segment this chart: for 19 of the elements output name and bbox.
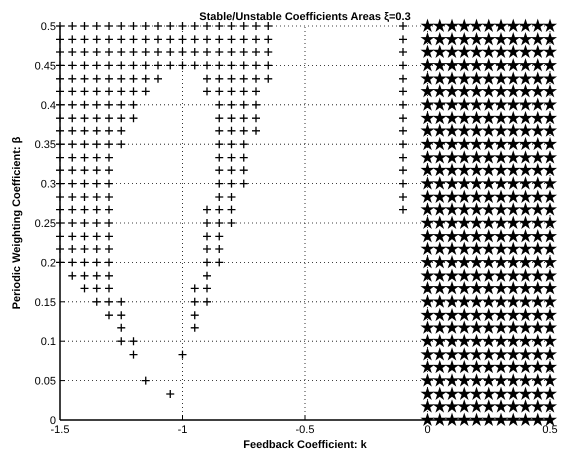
- x-tick-label: 0: [424, 424, 431, 436]
- x-tick-label: -1: [178, 424, 188, 436]
- y-tick-label: 0.45: [34, 60, 56, 72]
- x-tick-label: 0.5: [542, 424, 558, 436]
- x-tick-label: -0.5: [296, 424, 314, 436]
- y-tick-label: 0.4: [40, 100, 56, 112]
- chart-title: Stable/Unstable Coefficients Areas ξ=0.3: [199, 11, 411, 23]
- y-tick-label: 0.5: [40, 21, 56, 33]
- y-tick-label: 0.1: [40, 336, 56, 348]
- y-tick-label: 0.2: [40, 257, 56, 270]
- y-tick-label: 0.35: [34, 139, 56, 152]
- y-axis-title: Periodic Weighting Coefficient: β: [11, 136, 23, 310]
- y-tick-label: 0.05: [34, 376, 56, 388]
- x-tick-label: -1.5: [50, 424, 70, 436]
- y-tick-label: 0: [50, 415, 56, 427]
- x-axis-title: Feedback Coefficient: k: [243, 439, 368, 451]
- y-tick-label: 0.25: [34, 218, 56, 230]
- y-tick-label: 0.15: [34, 296, 56, 309]
- y-tick-label: 0.3: [40, 178, 56, 191]
